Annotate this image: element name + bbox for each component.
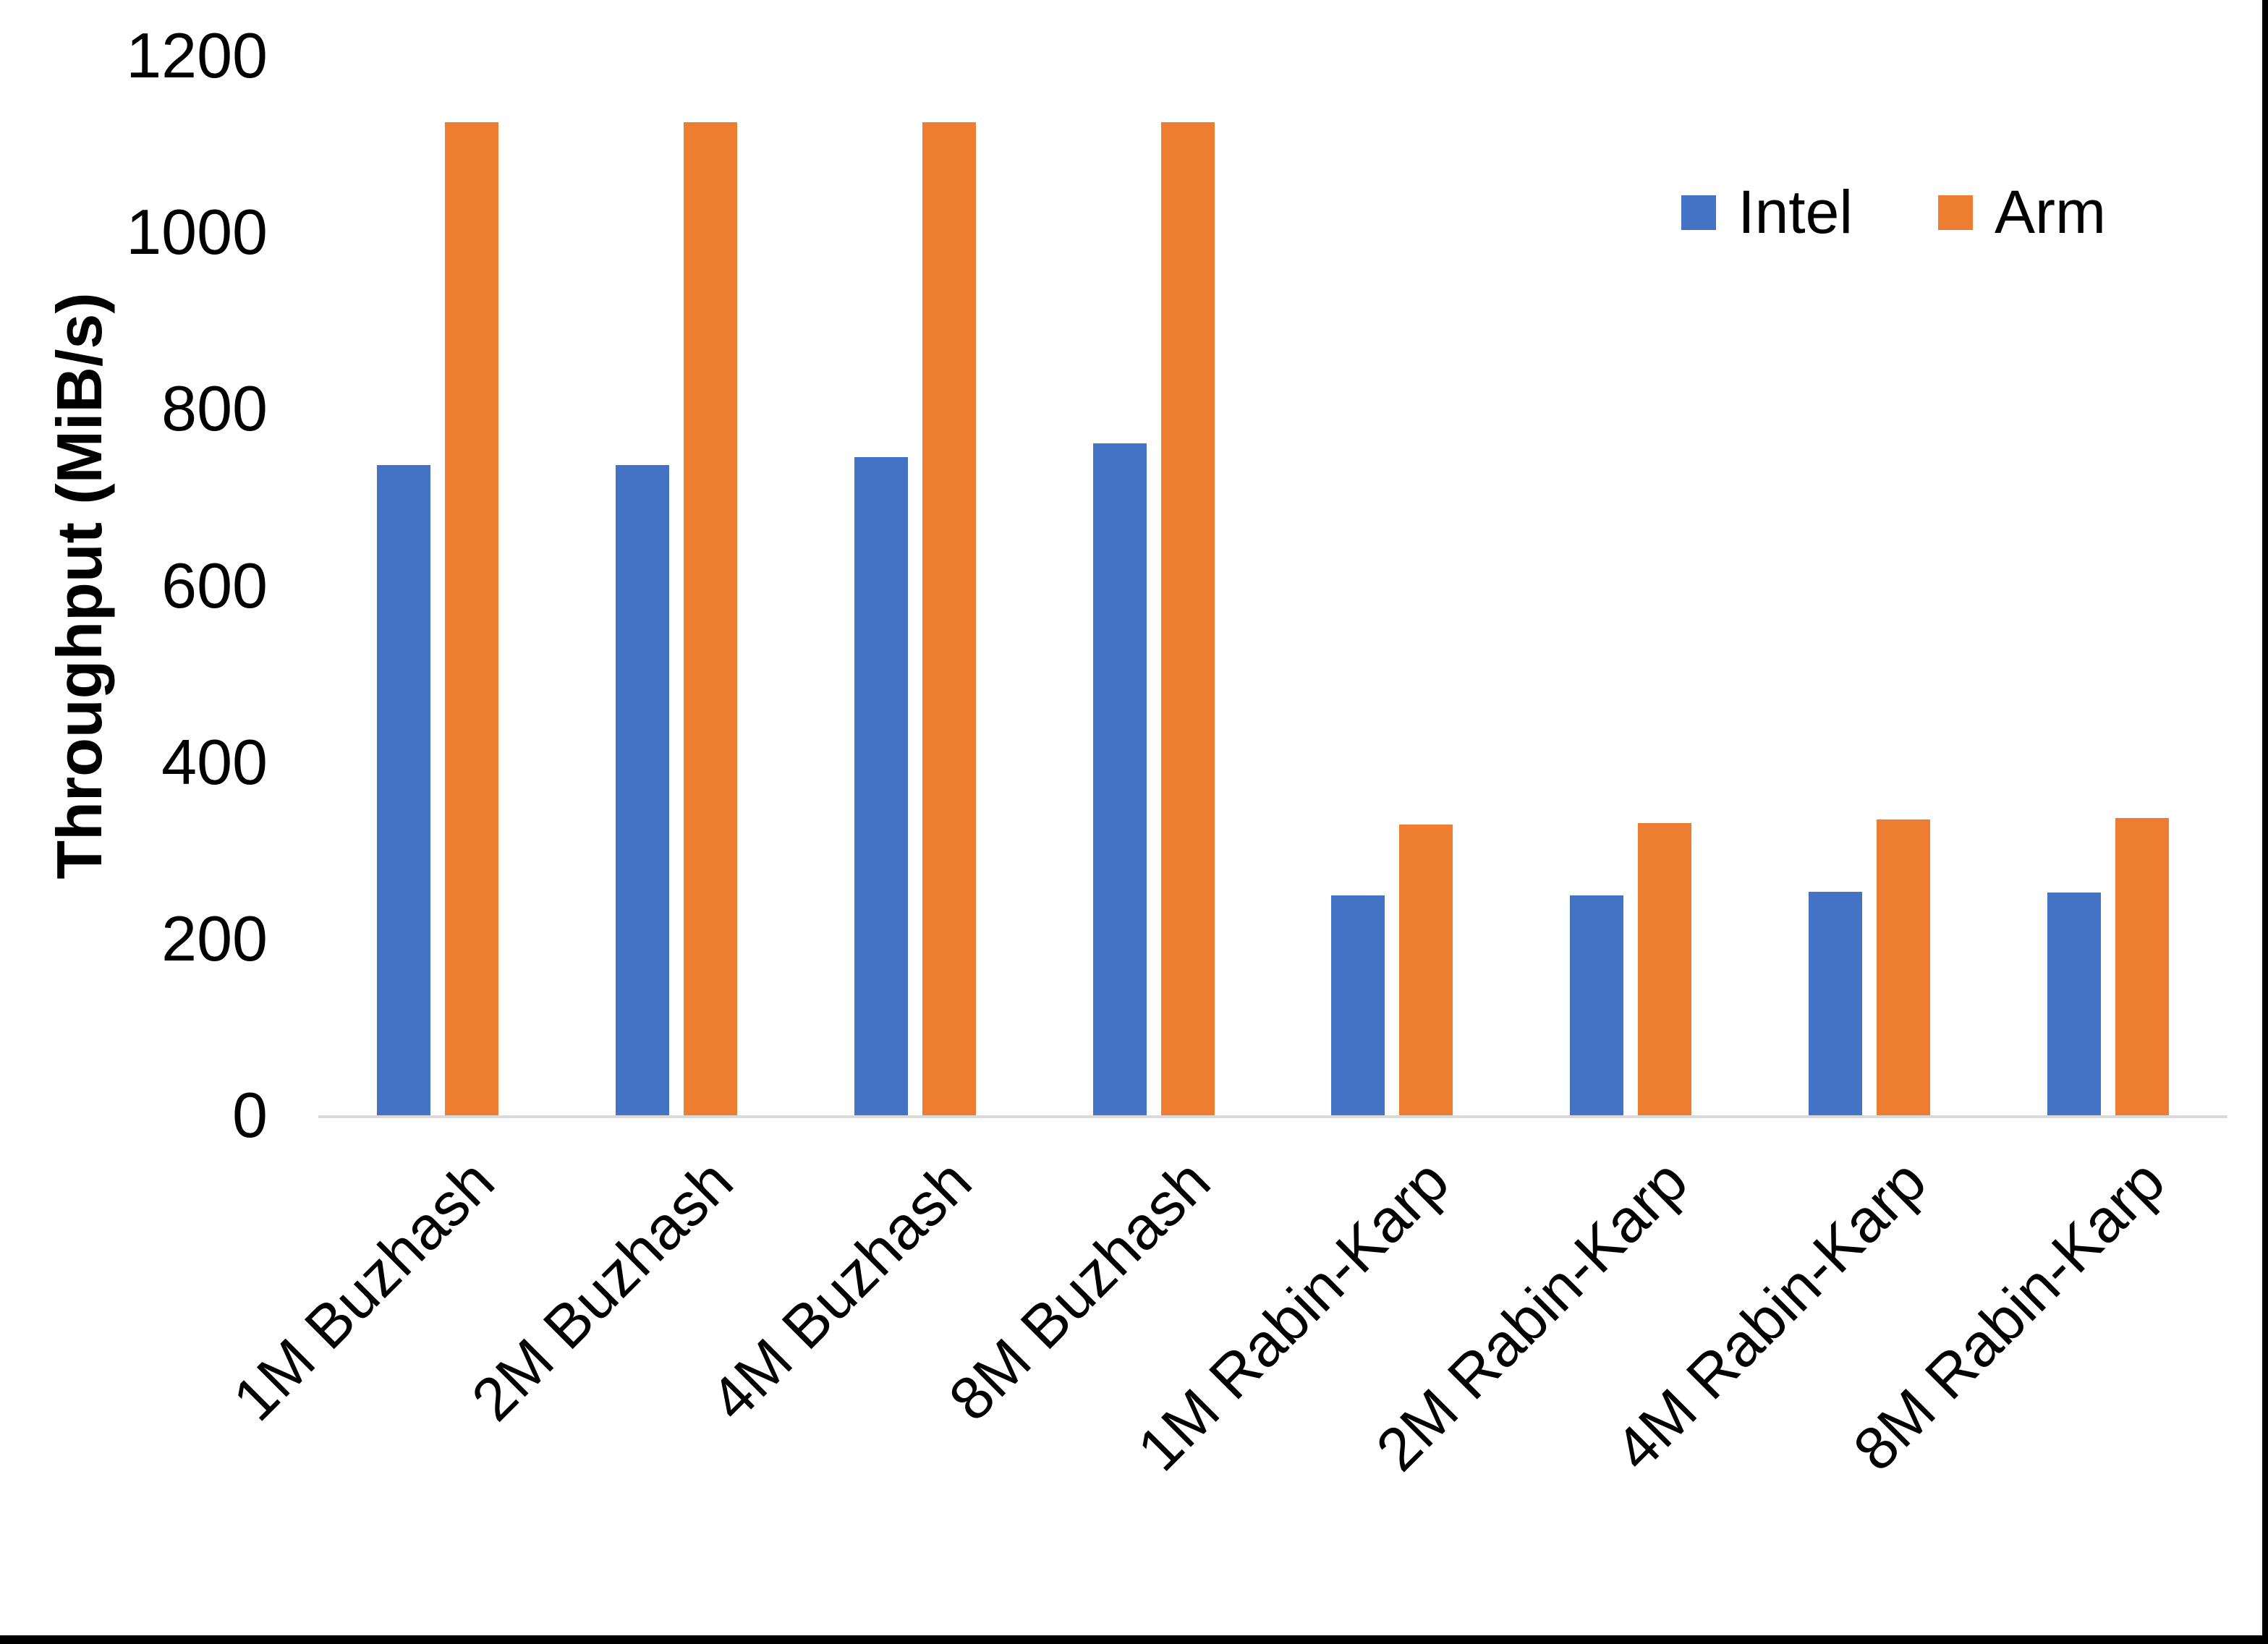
- bar-arm-2m-rabin-karp: [1638, 822, 1692, 1115]
- bar-arm-2m-buzhash: [683, 122, 737, 1115]
- bar-group-8m-buzhash: [1035, 56, 1273, 1115]
- legend-swatch-arm-icon: [1938, 195, 1974, 230]
- legend-item-arm: Arm: [1938, 177, 2106, 247]
- bar-intel-8m-buzhash: [1092, 443, 1147, 1115]
- bar-group-1m-buzhash: [318, 56, 557, 1115]
- legend-label-intel: Intel: [1738, 178, 1853, 246]
- y-tick-label-600: 600: [161, 549, 268, 621]
- bar-arm-1m-buzhash: [444, 122, 498, 1115]
- bar-intel-4m-buzhash: [854, 457, 908, 1115]
- bar-arm-8m-buzhash: [1160, 122, 1215, 1115]
- screenshot-right-border: [2262, 0, 2268, 1644]
- bar-group-4m-rabin-karp: [1750, 56, 1989, 1115]
- bar-arm-8m-rabin-karp: [2115, 817, 2170, 1115]
- legend-swatch-intel-icon: [1681, 195, 1717, 230]
- y-tick-label-800: 800: [161, 372, 268, 445]
- bar-arm-4m-rabin-karp: [1877, 819, 1931, 1115]
- bar-arm-4m-buzhash: [922, 122, 976, 1115]
- bar-intel-2m-rabin-karp: [1570, 895, 1624, 1115]
- legend-label-arm: Arm: [1995, 178, 2106, 246]
- bar-group-2m-buzhash: [557, 56, 796, 1115]
- bar-arm-1m-rabin-karp: [1399, 825, 1453, 1115]
- y-tick-label-200: 200: [161, 902, 268, 974]
- legend: Intel Arm: [1681, 177, 2106, 247]
- legend-item-intel: Intel: [1681, 177, 1853, 247]
- y-tick-label-0: 0: [232, 1079, 268, 1151]
- y-tick-label-400: 400: [161, 725, 268, 798]
- screenshot-bottom-border: [0, 1635, 2268, 1644]
- bar-groups: [318, 56, 2227, 1115]
- bar-group-8m-rabin-karp: [1989, 56, 2227, 1115]
- y-tick-label-1000: 1000: [126, 196, 268, 268]
- bar-group-4m-buzhash: [796, 56, 1035, 1115]
- bar-intel-1m-rabin-karp: [1331, 895, 1385, 1115]
- plot-area: Intel Arm: [318, 56, 2227, 1118]
- bar-intel-8m-rabin-karp: [2047, 893, 2102, 1115]
- bar-group-1m-rabin-karp: [1273, 56, 1512, 1115]
- bar-intel-4m-rabin-karp: [1809, 892, 1863, 1115]
- y-tick-label-1200: 1200: [126, 20, 268, 91]
- bar-intel-1m-buzhash: [376, 465, 430, 1115]
- bar-group-2m-rabin-karp: [1511, 56, 1750, 1115]
- bar-intel-2m-buzhash: [615, 465, 669, 1115]
